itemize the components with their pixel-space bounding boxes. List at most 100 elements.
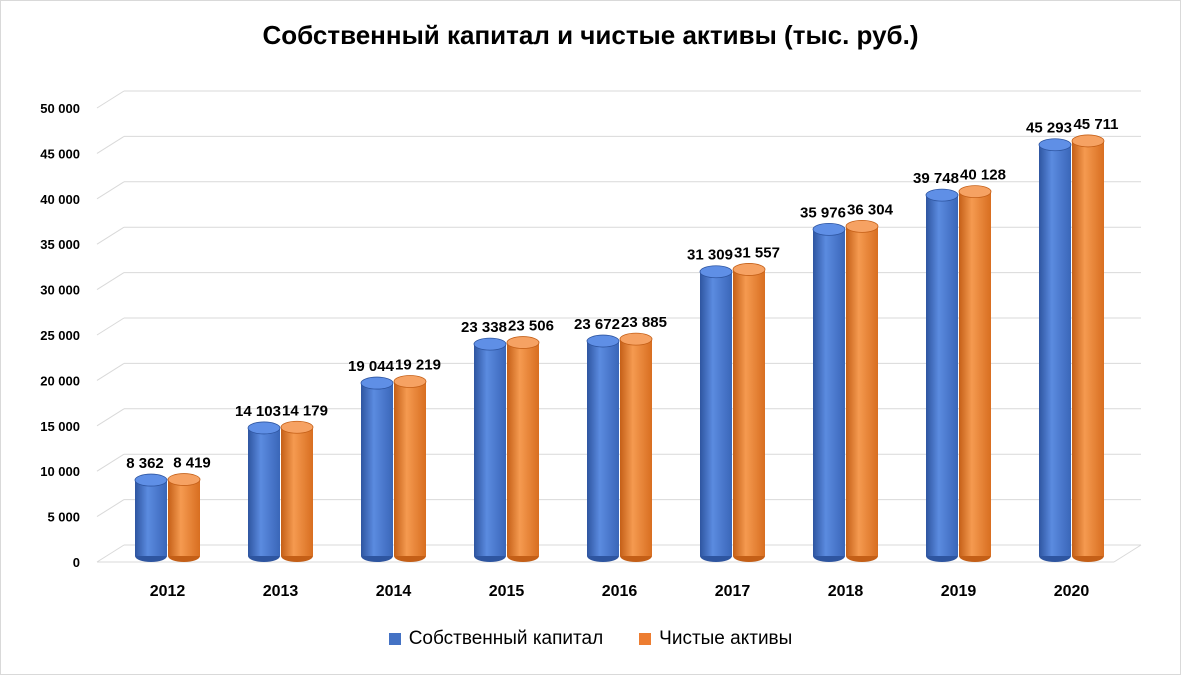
floor-side-edge <box>1113 544 1142 563</box>
bar-net-assets <box>619 332 653 562</box>
bar-equity <box>360 376 394 562</box>
bar-body <box>1072 140 1104 556</box>
gridline-diagonal <box>96 181 125 200</box>
bar-body <box>813 229 845 556</box>
x-tick-label: 2020 <box>1054 583 1090 600</box>
y-tick-label: 30 000 <box>40 283 80 298</box>
data-labels: 8 362 8 419 14 103 14 179 19 044 19 219 23 338… <box>126 116 1118 472</box>
data-label: 14 179 <box>282 402 328 419</box>
bars <box>134 134 1105 562</box>
gridline-diagonal <box>96 135 125 154</box>
bar-top <box>845 219 879 233</box>
gridline-diagonal <box>96 499 125 518</box>
bar-equity <box>473 337 507 562</box>
x-tick-label: 2014 <box>376 583 412 600</box>
bar-equity <box>925 188 959 562</box>
data-label: 14 103 <box>235 403 281 420</box>
bar-body <box>587 341 619 556</box>
chart-title: Собственный капитал и чистые активы (тыс… <box>262 20 919 50</box>
legend-swatch-equity <box>388 633 401 645</box>
data-label: 45 293 <box>1026 120 1072 137</box>
bar-net-assets <box>732 263 766 562</box>
bar-top <box>1038 138 1072 152</box>
gridline-diagonal <box>96 544 125 563</box>
x-tick-label: 2015 <box>489 583 525 600</box>
bar-body <box>361 383 393 556</box>
gridline-diagonal <box>96 90 125 109</box>
data-label: 23 506 <box>508 318 554 335</box>
legend-item-net-assets: Чистые активы <box>639 628 792 650</box>
y-tick-label: 25 000 <box>40 328 80 343</box>
bar-body <box>1039 144 1071 556</box>
bar-body <box>700 271 732 556</box>
gridline-diagonal <box>96 226 125 245</box>
gridline-diagonal <box>96 408 125 427</box>
x-tick-label: 2016 <box>602 583 638 600</box>
data-label: 45 711 <box>1073 116 1118 133</box>
y-tick-label: 10 000 <box>40 464 80 479</box>
bar-top <box>699 265 733 279</box>
bar-net-assets <box>280 420 314 562</box>
bar-top <box>393 375 427 388</box>
gridline-diagonal <box>96 362 125 381</box>
bar-body <box>474 344 506 556</box>
gridline-diagonal <box>96 272 125 291</box>
bar-top <box>732 263 766 276</box>
y-tick-label: 5 000 <box>47 510 80 525</box>
bar-top <box>958 185 992 199</box>
data-label: 23 885 <box>621 314 667 331</box>
bar-net-assets <box>1071 134 1105 562</box>
bar-equity <box>699 265 733 562</box>
data-label: 31 309 <box>687 247 733 264</box>
bar-top <box>586 334 620 348</box>
gridline-diagonal <box>96 317 125 336</box>
data-label: 31 557 <box>734 244 780 261</box>
bar-net-assets <box>958 185 992 562</box>
x-tick-label: 2012 <box>150 583 186 600</box>
y-tick-label: 0 <box>73 555 80 570</box>
legend-label-net-assets: Чистые активы <box>659 628 793 649</box>
bar-net-assets <box>167 473 201 562</box>
bar-body <box>959 191 991 556</box>
bar-top <box>506 336 540 349</box>
bar-top <box>619 332 653 346</box>
data-label: 40 128 <box>960 167 1006 184</box>
bar-net-assets <box>845 219 879 562</box>
bar-body <box>620 339 652 556</box>
bar-net-assets <box>506 336 540 562</box>
y-axis: 0 5 000 10 000 15 000 20 000 25 000 30 000 35 0… <box>40 101 80 570</box>
bar-body <box>846 226 878 556</box>
bar-equity <box>812 222 846 562</box>
bar-top <box>247 421 281 435</box>
bar-body <box>507 342 539 556</box>
gridline-diagonal <box>96 453 125 472</box>
bar-body <box>281 427 313 556</box>
bar-net-assets <box>393 375 427 562</box>
data-label: 23 672 <box>574 316 620 333</box>
data-label: 8 362 <box>126 455 164 472</box>
x-tick-label: 2018 <box>828 583 864 600</box>
data-label: 19 044 <box>348 358 395 375</box>
x-axis: 2012 2013 2014 2015 2016 2017 2018 2019 2020 <box>150 583 1090 600</box>
legend-item-equity: Собственный капитал <box>388 628 603 650</box>
bar-top <box>280 420 314 434</box>
bar-top <box>167 473 201 486</box>
x-tick-label: 2019 <box>941 583 977 600</box>
data-label: 23 338 <box>461 319 507 336</box>
bar-body <box>248 427 280 556</box>
y-tick-label: 40 000 <box>40 192 80 207</box>
bar-top <box>812 222 846 236</box>
bar-body <box>135 480 167 556</box>
bar-body <box>168 479 200 556</box>
bar-body <box>926 195 958 556</box>
y-tick-label: 50 000 <box>40 101 80 116</box>
bar-top <box>360 376 394 390</box>
bar-equity <box>134 473 168 562</box>
bar-top <box>925 188 959 202</box>
y-tick-label: 15 000 <box>40 419 80 434</box>
y-tick-label: 20 000 <box>40 373 80 388</box>
data-label: 35 976 <box>800 204 846 221</box>
data-label: 19 219 <box>395 356 441 373</box>
data-label: 8 419 <box>173 455 211 472</box>
legend-swatch-net-assets <box>639 633 652 645</box>
